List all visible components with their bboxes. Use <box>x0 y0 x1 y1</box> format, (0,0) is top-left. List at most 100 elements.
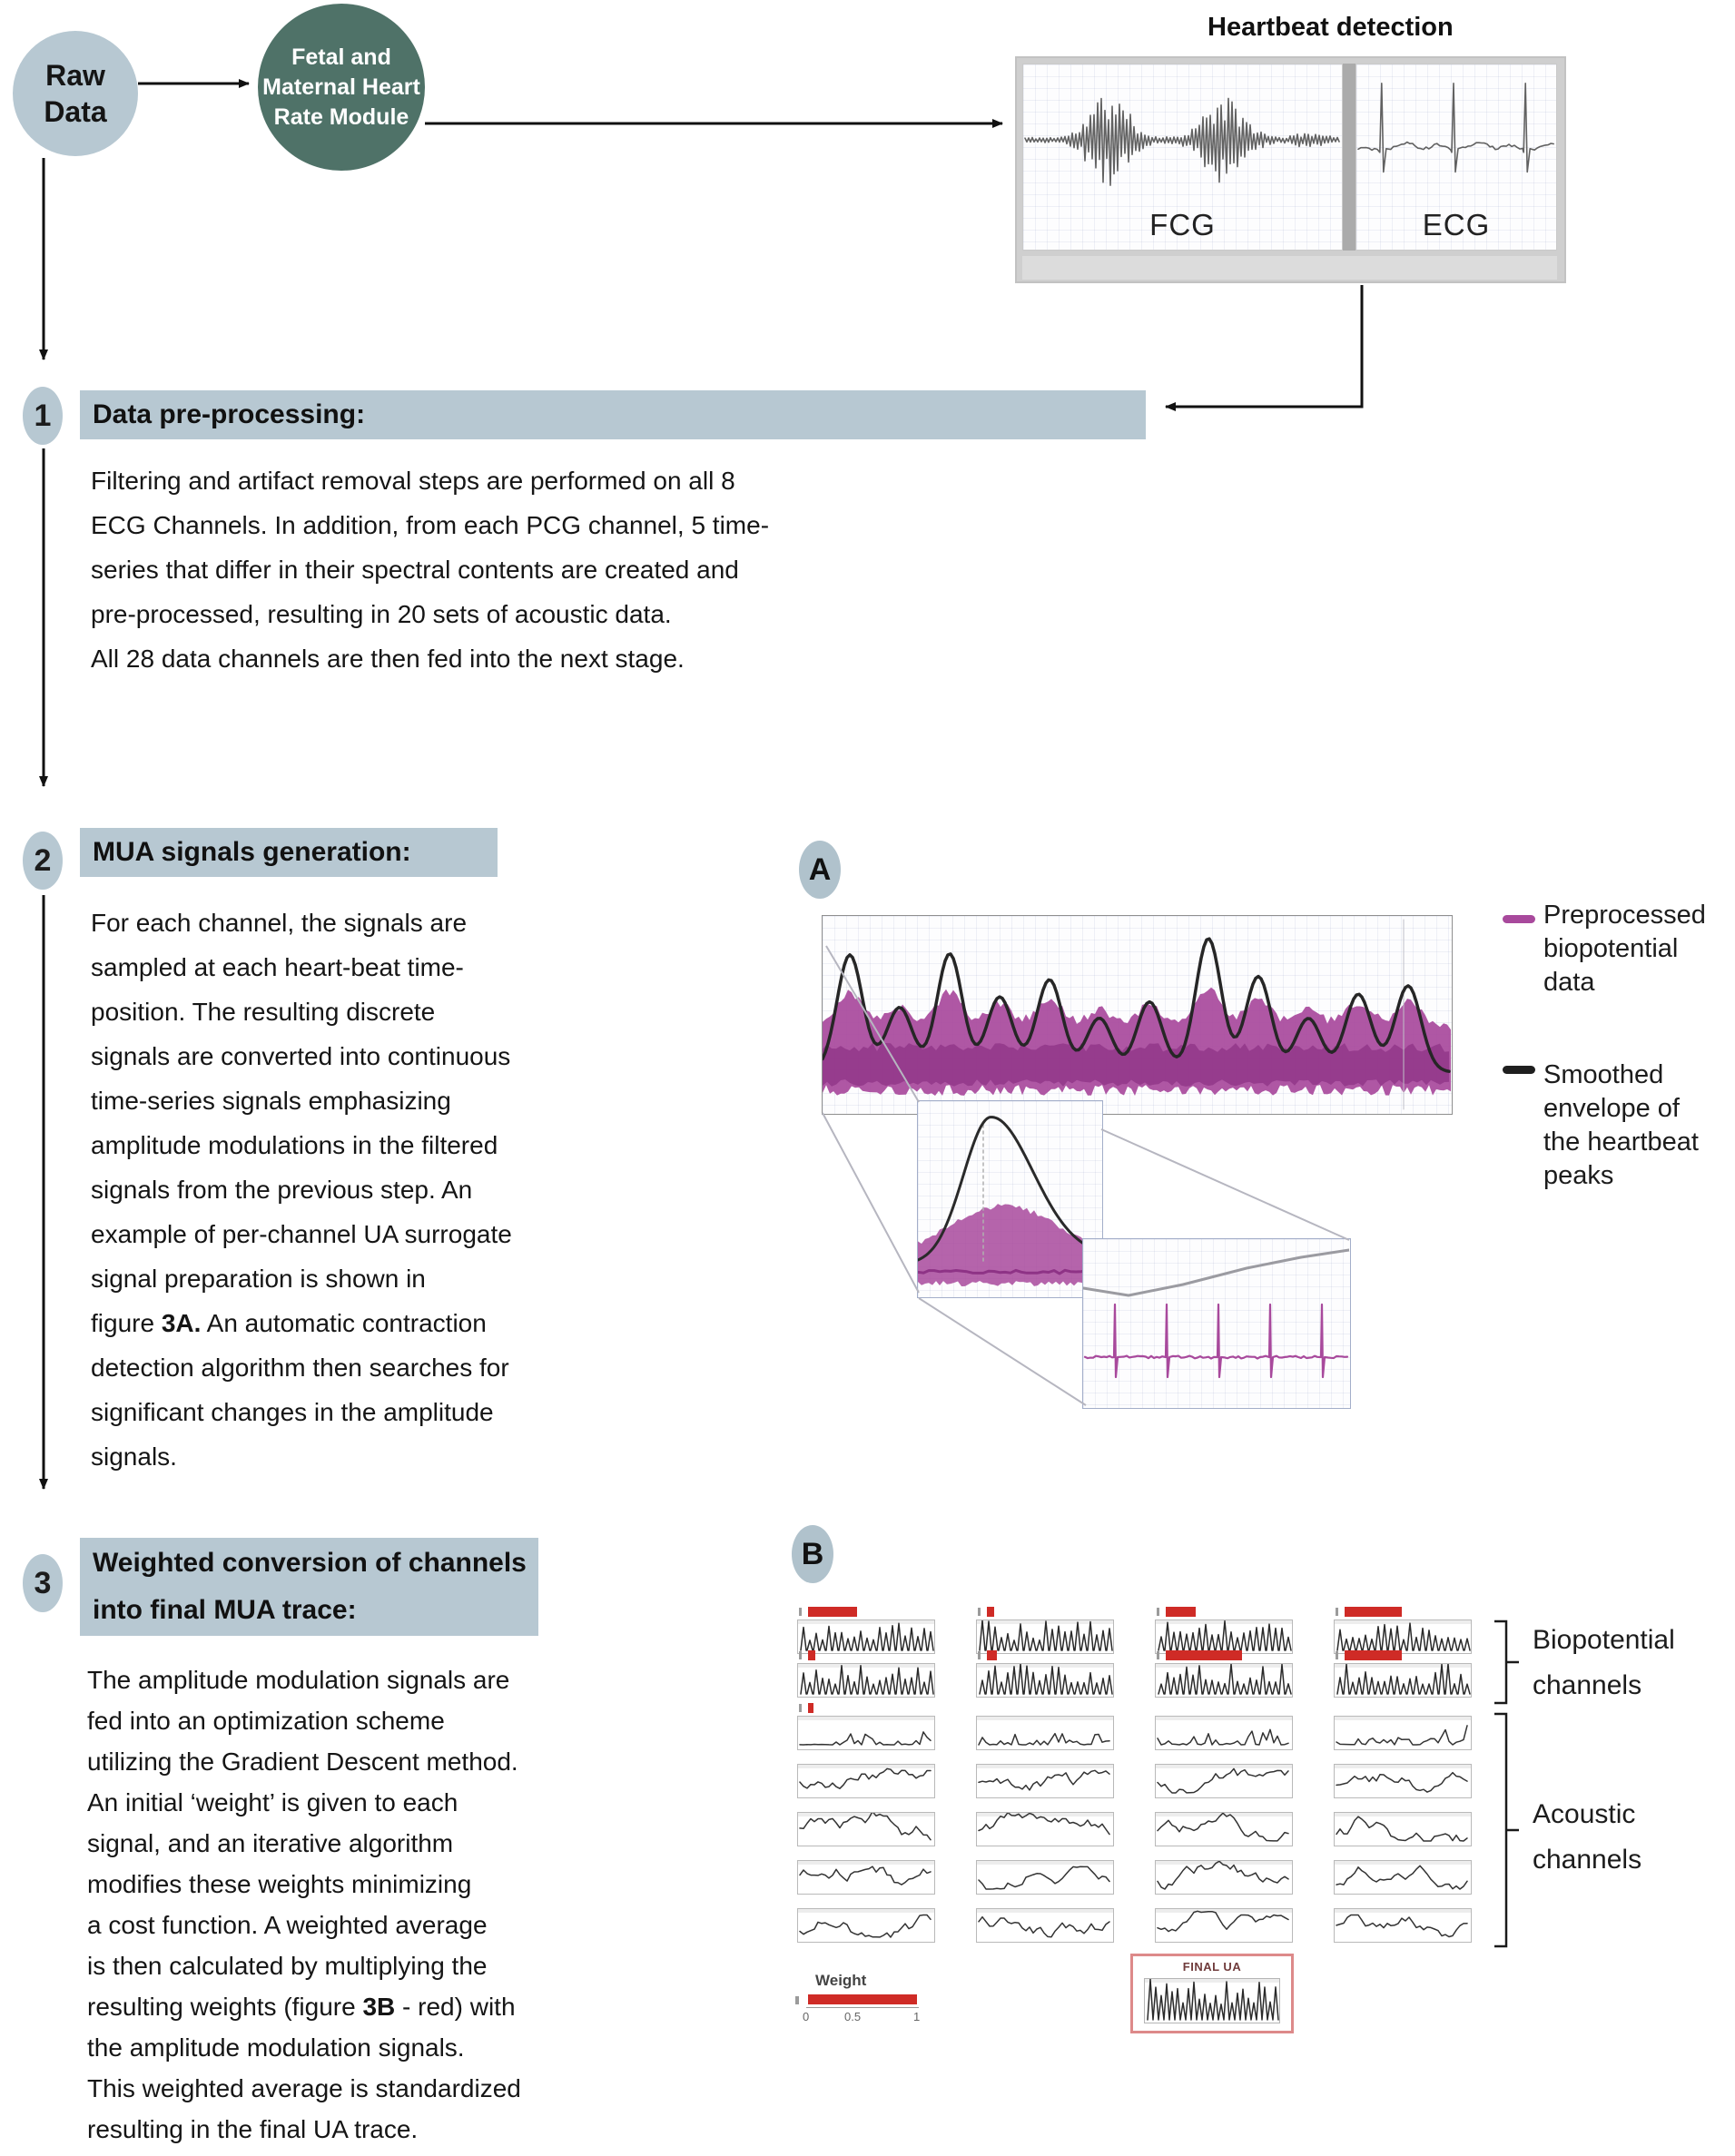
weight-bar <box>1166 1650 1242 1660</box>
raw-data-node: Raw Data <box>13 31 138 156</box>
weight-tickmark <box>1336 1608 1338 1616</box>
weight-tick-1: 1 <box>913 2010 921 2023</box>
channel-trace <box>799 1767 932 1789</box>
zoom-connector-line <box>1100 1128 1350 1241</box>
weight-bar <box>987 1650 997 1660</box>
figure-a-badge: A <box>799 841 841 899</box>
channel-trace <box>1157 1767 1289 1794</box>
fcg-waveform-icon <box>1024 97 1340 186</box>
channel-trace-panel <box>1334 1812 1472 1846</box>
final-ua-trace <box>1147 1979 1279 2021</box>
weight-legend-axis <box>806 2007 919 2008</box>
final-ua-trace-panel <box>1144 1978 1280 2023</box>
channel-trace-panel <box>1334 1663 1472 1698</box>
channel-trace-panel <box>1334 1860 1472 1895</box>
weight-tickmark <box>1336 1651 1338 1659</box>
acoustic-bracket <box>1494 1712 1508 1948</box>
channel-trace-panel <box>976 1908 1114 1943</box>
channel-trace <box>1336 1914 1468 1938</box>
channel-trace-panel <box>976 1764 1114 1798</box>
channel-trace-panel <box>976 1619 1114 1654</box>
fcg-panel: FCG <box>1022 64 1343 251</box>
panel-divider <box>1343 64 1355 251</box>
biopotential-bracket <box>1494 1619 1508 1705</box>
weight-tickmark <box>799 1704 802 1712</box>
weight-bar <box>1345 1607 1402 1617</box>
weight-bar <box>808 1650 815 1660</box>
channel-trace-panel <box>797 1764 935 1798</box>
single-peak-zoom-plot <box>918 1116 1101 1286</box>
channel-trace-panel <box>1155 1716 1293 1750</box>
channel-trace <box>1336 1725 1468 1746</box>
weight-bar <box>987 1607 994 1617</box>
channel-trace <box>1158 1664 1292 1695</box>
channel-trace-panel <box>1155 1663 1293 1698</box>
channel-trace <box>978 1813 1110 1836</box>
image-bottom-strip <box>1022 256 1557 280</box>
weight-tickmark <box>799 1608 802 1616</box>
channel-trace <box>1157 1861 1289 1890</box>
weight-bar <box>1166 1607 1196 1617</box>
weight-legend-bar <box>808 1994 917 2004</box>
weight-tick-0: 0 <box>803 2010 810 2023</box>
channel-trace-panel <box>797 1860 935 1895</box>
weight-legend-tickmark <box>795 1996 799 2004</box>
figure-a-main-panel <box>822 915 1453 1115</box>
weight-tickmark <box>1157 1608 1159 1616</box>
acoustic-channels-label: Acoustic channels <box>1533 1799 1642 1875</box>
final-ua-box: FINAL UA <box>1130 1954 1294 2033</box>
channel-trace-panel <box>797 1908 935 1943</box>
channel-trace <box>978 1732 1110 1746</box>
channel-trace <box>1336 1816 1468 1842</box>
heart-rate-module-node: Fetal and Maternal Heart Rate Module <box>258 4 425 171</box>
zoom-connector-line <box>918 1297 1087 1406</box>
channel-trace <box>979 1620 1113 1651</box>
channel-trace <box>1157 1728 1289 1746</box>
step-1-badge: 1 <box>23 387 63 445</box>
weight-tickmark <box>978 1608 981 1616</box>
arrow-detection-to-step1 <box>1165 285 1364 411</box>
step-2-body: For each channel, the signals are sampled… <box>91 909 512 1471</box>
step-3-header-bar: Weighted conversion of channels into fina… <box>80 1538 538 1636</box>
heart-rate-module-label: Fetal and Maternal Heart Rate Module <box>262 44 420 130</box>
legend-swatch-purple <box>1503 915 1535 923</box>
channel-trace <box>1336 1865 1468 1890</box>
raw-data-label: Raw Data <box>44 59 107 128</box>
channel-trace <box>1157 1813 1289 1842</box>
legend-swatch-black <box>1503 1066 1535 1074</box>
step-1-body: Filtering and artifact removal steps are… <box>91 467 770 673</box>
spike-train-plot <box>1083 1248 1349 1379</box>
channel-trace <box>800 1622 934 1651</box>
channel-trace <box>799 1731 932 1746</box>
channel-trace <box>1336 1771 1468 1793</box>
channel-trace-panel <box>1155 1908 1293 1943</box>
ecg-label: ECG <box>1422 208 1491 241</box>
weight-legend-title: Weight <box>815 1972 867 1989</box>
channel-trace <box>978 1769 1110 1791</box>
figure-a-zoom-inset <box>917 1100 1103 1298</box>
channel-trace <box>799 1866 932 1885</box>
channel-trace-panel <box>797 1663 935 1698</box>
biopotential-envelope-plot <box>823 919 1451 1110</box>
biopotential-channels-label: Biopotential channels <box>1533 1625 1675 1700</box>
step-3-badge: 3 <box>23 1554 63 1612</box>
channel-trace-panel <box>797 1812 935 1846</box>
channel-trace-panel <box>1155 1860 1293 1895</box>
channel-trace <box>799 1813 932 1841</box>
channel-trace <box>978 1915 1110 1938</box>
legend-envelope-label: Smoothed envelope of the heartbeat peaks <box>1543 1060 1699 1190</box>
channel-trace-panel <box>1155 1619 1293 1654</box>
heartbeat-detection-title: Heartbeat detection <box>1208 13 1454 42</box>
channel-trace-panel <box>1334 1619 1472 1654</box>
figure-b-badge: B <box>792 1525 833 1583</box>
channel-trace-panel <box>1334 1908 1472 1943</box>
step-2-badge: 2 <box>23 832 63 890</box>
step-2-title: MUA signals generation: <box>93 837 411 867</box>
step-3-title: Weighted conversion of channels into fina… <box>93 1548 527 1625</box>
channel-trace-panel <box>976 1860 1114 1895</box>
weight-tick-05: 0.5 <box>844 2010 862 2023</box>
legend-preprocessed-label: Preprocessed biopotential data <box>1543 901 1706 997</box>
channel-trace-panel <box>976 1716 1114 1750</box>
channel-trace-panel <box>1334 1716 1472 1750</box>
